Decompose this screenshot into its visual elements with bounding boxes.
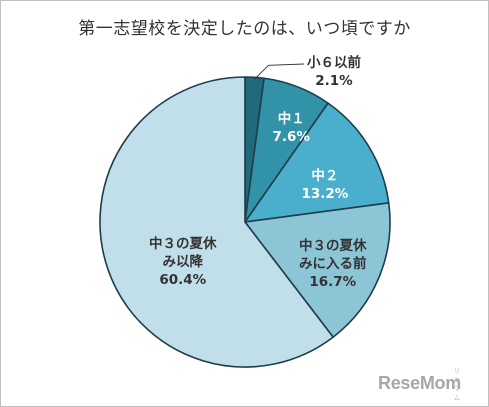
slice-label-4: 中３の夏休みに入る前 16.7%: [299, 237, 367, 291]
slice-value: 60.4%: [159, 272, 207, 288]
slice-name: みに入る前: [299, 256, 367, 272]
slice-label-5: 中３の夏休み以降 60.4%: [149, 235, 217, 289]
resemom-logo: ReseMom リセマム: [378, 369, 461, 402]
slice-name: 中１: [277, 111, 305, 127]
slice-value: 7.6%: [272, 129, 310, 145]
slice-name: 中３の夏休: [149, 236, 217, 252]
slice-label-2: 中１ 7.6%: [273, 110, 310, 146]
pie-slice-3: [244, 102, 390, 223]
pie-slice-4: [244, 202, 391, 338]
leader-line: [254, 63, 305, 80]
logo-kana: リセマム: [454, 369, 461, 402]
slice-name: 中２: [311, 168, 339, 184]
slice-label-3: 中２ 13.2%: [302, 167, 349, 203]
slice-name: 中３の夏休: [299, 238, 367, 254]
pie-slice-5: [99, 76, 334, 368]
slice-name: み以降: [162, 254, 204, 270]
slice-value: 13.2%: [301, 186, 349, 202]
logo-text: ReseMom: [378, 373, 461, 393]
slice-name: 小６以前: [307, 55, 361, 71]
slice-label-1: 小６以前 2.1%: [307, 54, 361, 90]
chart-title: 第一志望校を決定したのは、いつ頃ですか: [78, 19, 411, 39]
slice-value: 16.7%: [309, 274, 357, 290]
slice-value: 2.1%: [315, 73, 353, 89]
